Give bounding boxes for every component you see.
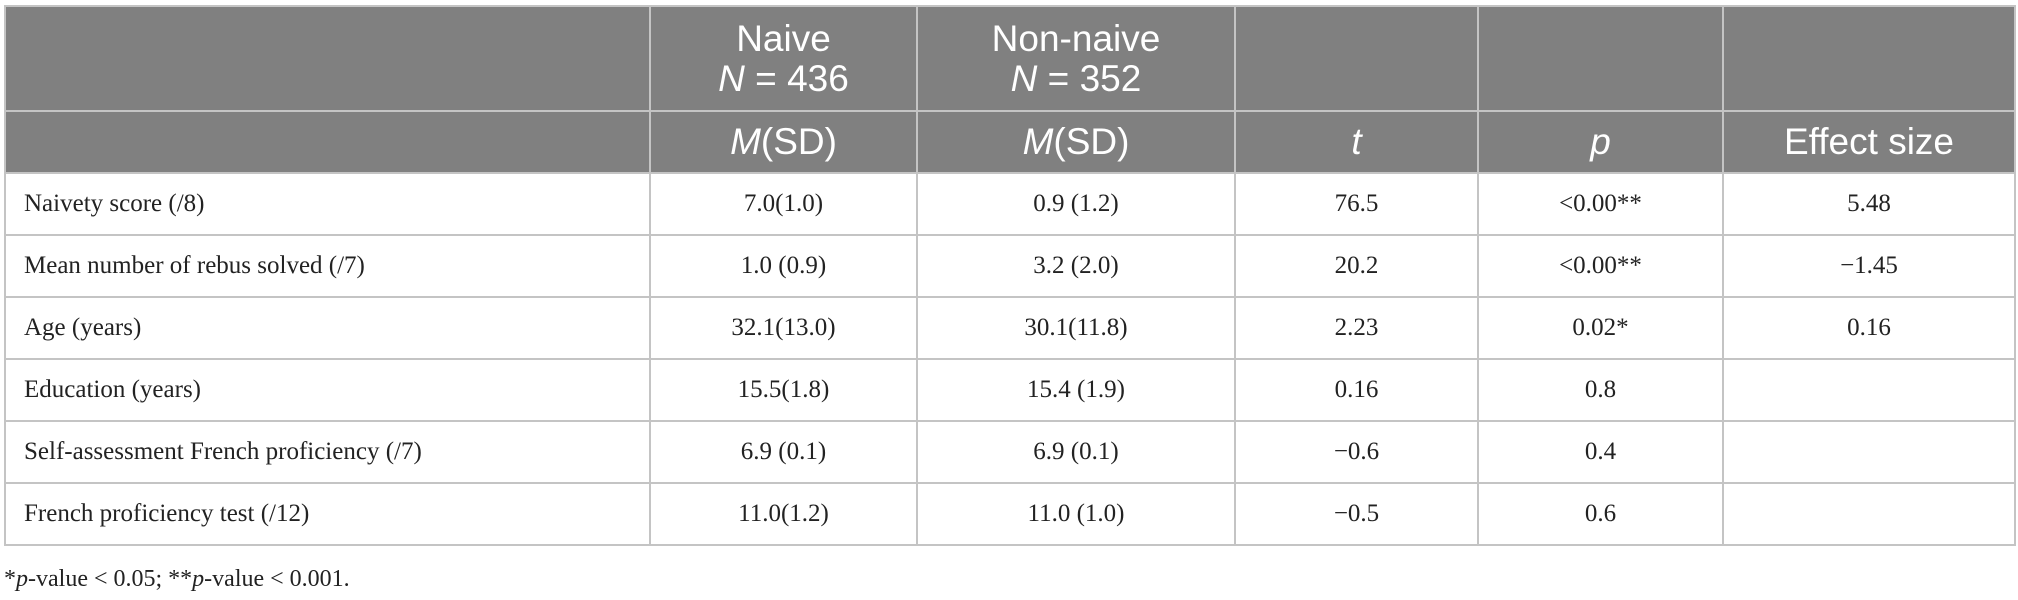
naive-label: Naive <box>736 17 831 59</box>
header-p: p <box>1477 110 1724 174</box>
header-naive-msd: M(SD) <box>649 110 918 174</box>
header-effect-size: Effect size <box>1722 110 2016 174</box>
header-empty-cell <box>4 110 651 174</box>
sd-label: (SD) <box>1053 121 1130 162</box>
nonnaive-label: Non-naive <box>991 17 1161 59</box>
header-nonnaive-group: Non-naive N = 352 <box>916 5 1236 112</box>
p-value: 0.6 <box>1477 482 1724 546</box>
t-value: 20.2 <box>1234 234 1479 298</box>
sd-label: (SD) <box>760 121 837 162</box>
effect-size-value: 5.48 <box>1722 172 2016 236</box>
header-t: t <box>1234 110 1479 174</box>
header-empty-cell <box>1234 5 1479 112</box>
effect-size-value <box>1722 482 2016 546</box>
table-row: Education (years) 15.5(1.8) 15.4 (1.9) 0… <box>4 358 2016 422</box>
p-value: <0.00** <box>1477 172 1724 236</box>
t-label: t <box>1351 121 1362 162</box>
nonnaive-value: 6.9 (0.1) <box>916 420 1236 484</box>
naive-n-value: = 436 <box>744 57 849 99</box>
t-value: 2.23 <box>1234 296 1479 360</box>
naive-value: 32.1(13.0) <box>649 296 918 360</box>
table-footnote: *p-value < 0.05; **p-value < 0.001. <box>4 566 350 593</box>
row-label: Mean number of rebus solved (/7) <box>4 234 651 298</box>
t-value: 0.16 <box>1234 358 1479 422</box>
nonnaive-value: 11.0 (1.0) <box>916 482 1236 546</box>
footnote-text: -value < 0.001. <box>204 566 350 592</box>
naive-value: 1.0 (0.9) <box>649 234 918 298</box>
table-row: French proficiency test (/12) 11.0(1.2) … <box>4 482 2016 546</box>
table-body: Naivety score (/8) 7.0(1.0) 0.9 (1.2) 76… <box>4 172 2016 546</box>
naive-value: 11.0(1.2) <box>649 482 918 546</box>
row-label: Education (years) <box>4 358 651 422</box>
header-nonnaive-msd: M(SD) <box>916 110 1236 174</box>
p-value: 0.8 <box>1477 358 1724 422</box>
footnote-star: * <box>4 566 16 592</box>
footnote-p-symbol: p <box>192 566 205 592</box>
nonnaive-value: 15.4 (1.9) <box>916 358 1236 422</box>
table-row: Self-assessment French proficiency (/7) … <box>4 420 2016 484</box>
header-empty-cell <box>1477 5 1724 112</box>
table-row: Age (years) 32.1(13.0) 30.1(11.8) 2.23 0… <box>4 296 2016 360</box>
effect-size-value: 0.16 <box>1722 296 2016 360</box>
row-label: Age (years) <box>4 296 651 360</box>
t-value: 76.5 <box>1234 172 1479 236</box>
results-table-container: Naive N = 436 Non-naive N = 352 M(SD) M(… <box>4 5 2016 546</box>
table-header: Naive N = 436 Non-naive N = 352 M(SD) M(… <box>4 5 2016 174</box>
t-value: −0.6 <box>1234 420 1479 484</box>
m-symbol: M <box>1022 121 1054 162</box>
effect-size-label: Effect size <box>1783 121 1954 162</box>
header-naive-group: Naive N = 436 <box>649 5 918 112</box>
table-row: Mean number of rebus solved (/7) 1.0 (0.… <box>4 234 2016 298</box>
header-empty-cell <box>1722 5 2016 112</box>
naive-n-symbol: N <box>718 57 745 99</box>
row-label: Self-assessment French proficiency (/7) <box>4 420 651 484</box>
p-value: 0.02* <box>1477 296 1724 360</box>
header-empty-cell <box>4 5 651 112</box>
effect-size-value: −1.45 <box>1722 234 2016 298</box>
effect-size-value <box>1722 420 2016 484</box>
nonnaive-n-value: = 352 <box>1037 57 1142 99</box>
header-row-groups: Naive N = 436 Non-naive N = 352 <box>4 5 2016 112</box>
p-value: 0.4 <box>1477 420 1724 484</box>
p-label: p <box>1590 121 1611 162</box>
nonnaive-value: 3.2 (2.0) <box>916 234 1236 298</box>
row-label: Naivety score (/8) <box>4 172 651 236</box>
nonnaive-n-symbol: N <box>1010 57 1038 99</box>
t-value: −0.5 <box>1234 482 1479 546</box>
effect-size-value <box>1722 358 2016 422</box>
table-row: Naivety score (/8) 7.0(1.0) 0.9 (1.2) 76… <box>4 172 2016 236</box>
results-table: Naive N = 436 Non-naive N = 352 M(SD) M(… <box>4 5 2016 546</box>
footnote-text: -value < 0.05; ** <box>28 566 193 592</box>
p-value: <0.00** <box>1477 234 1724 298</box>
m-symbol: M <box>730 121 761 162</box>
row-label: French proficiency test (/12) <box>4 482 651 546</box>
naive-value: 7.0(1.0) <box>649 172 918 236</box>
naive-value: 6.9 (0.1) <box>649 420 918 484</box>
header-row-stats: M(SD) M(SD) t p Effect size <box>4 110 2016 174</box>
naive-value: 15.5(1.8) <box>649 358 918 422</box>
nonnaive-value: 30.1(11.8) <box>916 296 1236 360</box>
nonnaive-value: 0.9 (1.2) <box>916 172 1236 236</box>
footnote-p-symbol: p <box>16 566 28 592</box>
